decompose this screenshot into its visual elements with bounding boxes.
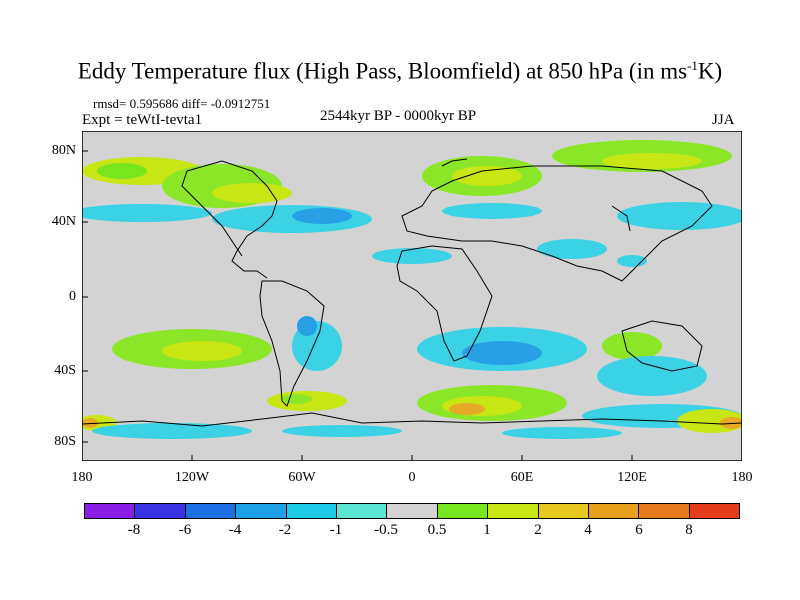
south-america-coast: [259, 280, 325, 407]
colorbar-label: 8: [685, 522, 693, 538]
colorbar-segment: [85, 504, 135, 518]
field-patch: [602, 153, 702, 169]
colorbar-label: -0.5: [374, 522, 398, 538]
field-patch: [82, 204, 212, 222]
north-america-coast: [186, 160, 278, 279]
season-label: JJA: [712, 112, 735, 128]
world-map: [82, 131, 742, 461]
coastlines: [82, 158, 742, 427]
period-label: 2544kyr BP - 0000kyr BP: [320, 108, 477, 124]
x-label-120w: 120W: [174, 470, 210, 485]
colorbar-segment: [587, 504, 639, 518]
field-patch: [282, 425, 402, 437]
field-patch: [97, 163, 147, 179]
colorbar-segment: [436, 504, 488, 518]
colorbar-segment: [184, 504, 236, 518]
colorbar-label: 6: [635, 522, 643, 538]
field-patch: [602, 332, 662, 360]
x-label-60e: 60E: [510, 470, 534, 485]
colorbar-segment: [134, 504, 185, 518]
field-patch: [720, 417, 742, 429]
field-patch: [292, 208, 352, 224]
japan-coast: [611, 205, 631, 232]
field-patch: [537, 239, 607, 259]
colorbar-label: -4: [228, 522, 242, 538]
colorbar-segment: [638, 504, 689, 518]
stats-text: rmsd= 0.595686 diff= -0.0912751: [93, 96, 271, 111]
map-ticks: [82, 150, 633, 461]
field-patch: [617, 202, 742, 230]
field-patch: [162, 341, 242, 361]
north-america-west-coast: [181, 170, 243, 257]
colorbar-label: 1: [483, 522, 491, 538]
colorbar-segment: [386, 504, 437, 518]
y-label-40n: 40N: [51, 214, 76, 229]
colorbar: [84, 503, 740, 519]
y-label-0: 0: [69, 289, 76, 304]
x-label-120e: 120E: [617, 470, 647, 485]
y-label-40s: 40S: [54, 363, 76, 378]
field-patch: [92, 423, 252, 439]
field-patch: [462, 341, 542, 365]
x-label-60w: 60W: [288, 470, 316, 485]
eurasia-coast: [401, 165, 713, 282]
colorbar-label: -8: [127, 522, 141, 538]
field-patch: [597, 356, 707, 396]
field-patch: [452, 166, 522, 186]
colorbar-label: 0.5: [427, 522, 447, 538]
x-label-180e: 180: [731, 470, 753, 485]
colorbar-label: -1: [329, 522, 343, 538]
antarctica-coast: [82, 412, 742, 427]
colorbar-segment: [285, 504, 336, 518]
x-label-0: 0: [408, 470, 416, 485]
scandinavia-coast: [441, 158, 468, 167]
australia-coast: [621, 320, 703, 372]
field-patch: [282, 394, 312, 404]
field-patch: [502, 427, 622, 439]
field-patch: [82, 418, 98, 428]
colorbar-segment: [235, 504, 286, 518]
colorbar-label: 4: [584, 522, 592, 538]
field-patch: [449, 403, 485, 415]
field-patch: [372, 248, 452, 264]
field-patch: [212, 183, 292, 203]
y-label-80s: 80S: [54, 434, 76, 449]
colorbar-segment: [335, 504, 387, 518]
map-title: Eddy Temperature flux (High Pass, Bloomf…: [77, 58, 723, 84]
colorbar-label: -6: [178, 522, 192, 538]
x-label-180w: 180: [71, 470, 93, 485]
experiment-label: Expt = teWtI-tevta1: [82, 112, 203, 128]
y-label-80n: 80N: [51, 143, 76, 158]
field-patch: [297, 316, 317, 336]
africa-coast: [396, 245, 493, 362]
colorbar-label: -2: [278, 522, 292, 538]
colorbar-segment: [537, 504, 588, 518]
colorbar-segment: [688, 504, 740, 518]
field-patch: [442, 203, 542, 219]
colorbar-label: 2: [534, 522, 542, 538]
colorbar-segment: [487, 504, 538, 518]
